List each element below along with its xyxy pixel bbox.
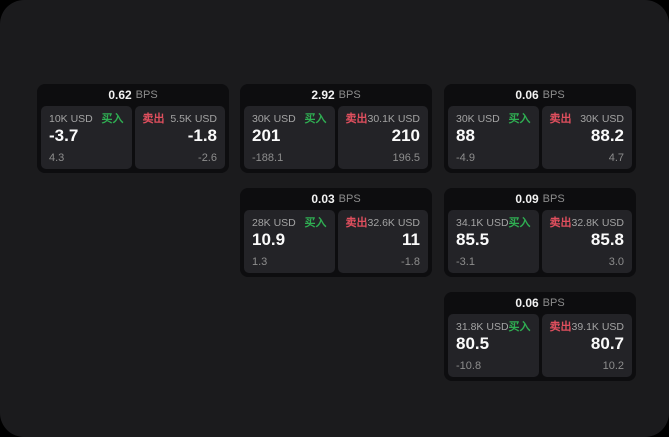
sell-price: -1.8: [187, 126, 217, 145]
buy-delta: 4.3: [49, 152, 65, 164]
sell-amount: 32.8K USD: [571, 217, 625, 229]
buy-panel[interactable]: 34.1K USD 买入 85.5 -3.1: [448, 210, 539, 273]
quote-card: 0.09 BPS 34.1K USD 买入 85.5 -3.1 卖出 32.8K…: [444, 188, 636, 277]
buy-side-label: 买入: [508, 321, 531, 333]
buy-side-label: 买入: [304, 217, 327, 229]
sell-price: 85.8: [590, 230, 624, 249]
buy-side-label: 买入: [508, 217, 531, 229]
buy-delta: -4.9: [456, 152, 475, 164]
sell-panel[interactable]: 卖出 5.5K USD -1.8 -2.6: [134, 106, 225, 169]
sell-delta: 10.2: [602, 360, 624, 372]
sell-price: 88.2: [590, 126, 624, 145]
sell-amount: 30.1K USD: [367, 113, 421, 125]
buy-price: 85.5: [456, 230, 490, 249]
bps-unit-label: BPS: [135, 89, 158, 101]
sell-delta: -2.6: [198, 152, 217, 164]
sell-panel[interactable]: 卖出 32.8K USD 85.8 3.0: [541, 210, 632, 273]
sell-side-label: 卖出: [549, 113, 572, 125]
bps-value: 0.09: [515, 192, 539, 206]
bps-unit-label: BPS: [542, 89, 565, 101]
sell-amount: 5.5K USD: [170, 113, 217, 125]
quote-card: 0.62 BPS 10K USD 买入 -3.7 4.3 卖出 5.5K USD: [37, 84, 229, 173]
sell-delta: 196.5: [392, 152, 420, 164]
buy-amount: 34.1K USD: [456, 217, 509, 229]
quote-card: 0.06 BPS 30K USD 买入 88 -4.9 卖出 30K USD: [444, 84, 636, 173]
quote-card: 2.92 BPS 30K USD 买入 201 -188.1 卖出 30.1K …: [240, 84, 432, 173]
buy-price: 10.9: [252, 230, 286, 249]
card-header: 2.92 BPS: [244, 84, 428, 106]
quote-card: 0.06 BPS 31.8K USD 买入 80.5 -10.8 卖出 39.1…: [444, 292, 636, 381]
card-header: 0.06 BPS: [448, 84, 632, 106]
sell-side-label: 卖出: [142, 113, 165, 125]
sell-panel[interactable]: 卖出 30K USD 88.2 4.7: [541, 106, 632, 169]
sell-amount: 32.6K USD: [367, 217, 421, 229]
buy-panel[interactable]: 10K USD 买入 -3.7 4.3: [41, 106, 132, 169]
buy-panel[interactable]: 30K USD 买入 88 -4.9: [448, 106, 539, 169]
sell-delta: -1.8: [401, 256, 420, 268]
bps-value: 0.03: [311, 192, 335, 206]
buy-amount: 10K USD: [49, 113, 93, 125]
card-header: 0.09 BPS: [448, 188, 632, 210]
buy-price: 201: [252, 126, 281, 145]
buy-price: -3.7: [49, 126, 79, 145]
buy-amount: 31.8K USD: [456, 321, 509, 333]
sell-panel[interactable]: 卖出 32.6K USD 11 -1.8: [337, 210, 428, 273]
sell-delta: 4.7: [608, 152, 624, 164]
buy-delta: -188.1: [252, 152, 284, 164]
bps-value: 0.62: [108, 88, 132, 102]
sell-amount: 39.1K USD: [571, 321, 625, 333]
buy-price: 88: [456, 126, 475, 145]
card-header: 0.06 BPS: [448, 292, 632, 314]
bps-unit-label: BPS: [338, 89, 361, 101]
card-header: 0.03 BPS: [244, 188, 428, 210]
buy-delta: 1.3: [252, 256, 268, 268]
sell-side-label: 卖出: [549, 321, 572, 333]
sell-price: 210: [391, 126, 420, 145]
bps-unit-label: BPS: [542, 297, 565, 309]
buy-amount: 28K USD: [252, 217, 296, 229]
bps-unit-label: BPS: [338, 193, 361, 205]
sell-delta: 3.0: [608, 256, 624, 268]
bps-value: 0.06: [515, 296, 539, 310]
buy-delta: -3.1: [456, 256, 475, 268]
buy-side-label: 买入: [508, 113, 531, 125]
card-header: 0.62 BPS: [41, 84, 225, 106]
sell-amount: 30K USD: [580, 113, 624, 125]
buy-panel[interactable]: 30K USD 买入 201 -188.1: [244, 106, 335, 169]
buy-price: 80.5: [456, 334, 490, 353]
bps-value: 2.92: [311, 88, 335, 102]
sell-side-label: 卖出: [345, 217, 368, 229]
buy-delta: -10.8: [456, 360, 482, 372]
sell-side-label: 卖出: [345, 113, 368, 125]
sell-panel[interactable]: 卖出 30.1K USD 210 196.5: [337, 106, 428, 169]
quote-card: 0.03 BPS 28K USD 买入 10.9 1.3 卖出 32.6K US…: [240, 188, 432, 277]
buy-amount: 30K USD: [456, 113, 500, 125]
bps-value: 0.06: [515, 88, 539, 102]
buy-amount: 30K USD: [252, 113, 296, 125]
sell-panel[interactable]: 卖出 39.1K USD 80.7 10.2: [541, 314, 632, 377]
buy-side-label: 买入: [304, 113, 327, 125]
bps-unit-label: BPS: [542, 193, 565, 205]
sell-price: 80.7: [590, 334, 624, 353]
buy-panel[interactable]: 31.8K USD 买入 80.5 -10.8: [448, 314, 539, 377]
sell-side-label: 卖出: [549, 217, 572, 229]
buy-side-label: 买入: [101, 113, 124, 125]
buy-panel[interactable]: 28K USD 买入 10.9 1.3: [244, 210, 335, 273]
sell-price: 11: [402, 230, 420, 249]
